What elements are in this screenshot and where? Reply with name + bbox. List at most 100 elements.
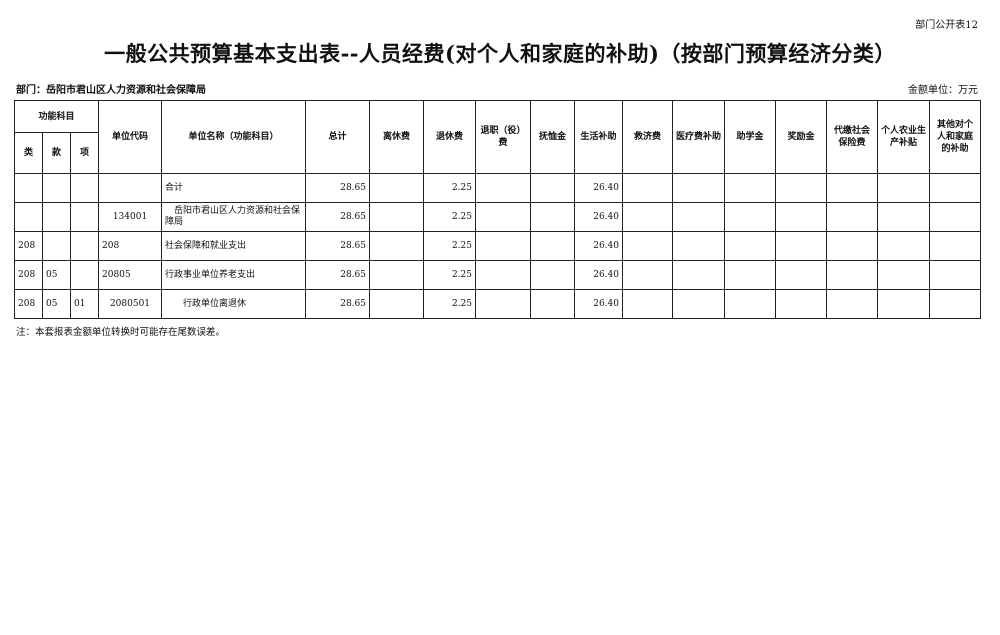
cell-xiang bbox=[70, 202, 99, 232]
cell-empty bbox=[826, 289, 878, 319]
cell-total: 28.65 bbox=[305, 231, 370, 261]
cell-empty bbox=[929, 289, 981, 319]
table-number-label: 部门公开表12 bbox=[915, 20, 978, 31]
cell-empty bbox=[775, 202, 827, 232]
header-col: 退休费 bbox=[423, 100, 476, 174]
cell-empty bbox=[877, 173, 930, 203]
cell-kuan: 05 bbox=[42, 260, 71, 290]
cell-empty bbox=[530, 173, 575, 203]
cell-code bbox=[98, 173, 162, 203]
cell-empty bbox=[369, 289, 424, 319]
header-xiang: 项 bbox=[70, 132, 99, 174]
cell-empty bbox=[475, 260, 531, 290]
cell-living: 26.40 bbox=[574, 202, 623, 232]
cell-empty bbox=[672, 289, 725, 319]
header-col: 离休费 bbox=[369, 100, 424, 174]
header-kuan: 款 bbox=[42, 132, 71, 174]
cell-empty bbox=[672, 173, 725, 203]
cell-empty bbox=[475, 289, 531, 319]
cell-code: 134001 bbox=[98, 202, 162, 232]
cell-empty bbox=[369, 231, 424, 261]
cell-code: 20805 bbox=[98, 260, 162, 290]
cell-code: 208 bbox=[98, 231, 162, 261]
cell-empty bbox=[775, 173, 827, 203]
cell-empty bbox=[724, 202, 776, 232]
cell-retire: 2.25 bbox=[423, 260, 476, 290]
cell-empty bbox=[672, 202, 725, 232]
header-col: 生活补助 bbox=[574, 100, 623, 174]
table-row: 208 05 20805 行政事业单位养老支出 28.65 2.25 26.40 bbox=[14, 260, 981, 290]
cell-empty bbox=[622, 202, 673, 232]
table-row: 208 208 社会保障和就业支出 28.65 2.25 26.40 bbox=[14, 231, 981, 261]
cell-empty bbox=[530, 260, 575, 290]
cell-empty bbox=[369, 173, 424, 203]
cell-total: 28.65 bbox=[305, 289, 370, 319]
cell-empty bbox=[877, 231, 930, 261]
cell-lei: 208 bbox=[14, 289, 43, 319]
table-row: 合计 28.65 2.25 26.40 bbox=[14, 173, 981, 203]
header-col: 助学金 bbox=[724, 100, 776, 174]
header-col: 代缴社会保险费 bbox=[826, 100, 878, 174]
cell-empty bbox=[826, 173, 878, 203]
header-col: 奖励金 bbox=[775, 100, 827, 174]
cell-empty bbox=[724, 260, 776, 290]
expenditure-table: 功能科目 单位代码 单位名称（功能科目） 总计 离休费 退休费 退职（役）费 抚… bbox=[14, 100, 981, 319]
cell-empty bbox=[530, 289, 575, 319]
cell-lei: 208 bbox=[14, 231, 43, 261]
header-col: 医疗费补助 bbox=[672, 100, 725, 174]
cell-xiang bbox=[70, 173, 99, 203]
header-function-subject: 功能科目 bbox=[14, 100, 99, 133]
cell-name: 合计 bbox=[161, 173, 306, 203]
cell-empty bbox=[672, 231, 725, 261]
header-unit-name: 单位名称（功能科目） bbox=[161, 100, 306, 174]
cell-name: 行政单位离退休 bbox=[161, 289, 306, 319]
cell-name: 行政事业单位养老支出 bbox=[161, 260, 306, 290]
cell-empty bbox=[622, 260, 673, 290]
cell-empty bbox=[775, 260, 827, 290]
table-row: 208 05 01 2080501 行政单位离退休 28.65 2.25 26.40 bbox=[14, 289, 981, 319]
cell-xiang bbox=[70, 260, 99, 290]
cell-empty bbox=[929, 202, 981, 232]
cell-kuan bbox=[42, 173, 71, 203]
cell-xiang bbox=[70, 231, 99, 261]
cell-empty bbox=[622, 231, 673, 261]
cell-empty bbox=[929, 173, 981, 203]
cell-empty bbox=[530, 231, 575, 261]
header-unit-code: 单位代码 bbox=[98, 100, 162, 174]
cell-living: 26.40 bbox=[574, 260, 623, 290]
cell-kuan bbox=[42, 231, 71, 261]
cell-empty bbox=[826, 260, 878, 290]
cell-empty bbox=[929, 260, 981, 290]
header-col: 救济费 bbox=[622, 100, 673, 174]
cell-empty bbox=[877, 260, 930, 290]
cell-living: 26.40 bbox=[574, 173, 623, 203]
header-col: 抚恤金 bbox=[530, 100, 575, 174]
page-title: 一般公共预算基本支出表--人员经费(对个人和家庭的补助)（按部门预算经济分类） bbox=[104, 41, 896, 66]
cell-code: 2080501 bbox=[98, 289, 162, 319]
cell-empty bbox=[622, 289, 673, 319]
cell-empty bbox=[475, 202, 531, 232]
footnote: 注：本套报表金额单位转换时可能存在尾数误差。 bbox=[16, 327, 226, 338]
table-row: 134001 岳阳市君山区人力资源和社会保障局 28.65 2.25 26.40 bbox=[14, 202, 981, 232]
cell-empty bbox=[530, 202, 575, 232]
cell-retire: 2.25 bbox=[423, 231, 476, 261]
cell-total: 28.65 bbox=[305, 173, 370, 203]
unit-label: 金额单位：万元 bbox=[908, 85, 978, 96]
cell-lei bbox=[14, 173, 43, 203]
cell-empty bbox=[826, 202, 878, 232]
cell-empty bbox=[877, 202, 930, 232]
cell-name: 社会保障和就业支出 bbox=[161, 231, 306, 261]
cell-empty bbox=[369, 260, 424, 290]
cell-retire: 2.25 bbox=[423, 289, 476, 319]
department-label: 部门：岳阳市君山区人力资源和社会保障局 bbox=[16, 85, 206, 96]
cell-empty bbox=[877, 289, 930, 319]
header-col: 个人农业生产补贴 bbox=[877, 100, 930, 174]
cell-living: 26.40 bbox=[574, 289, 623, 319]
header-col: 其他对个人和家庭的补助 bbox=[929, 100, 981, 174]
header-lei: 类 bbox=[14, 132, 43, 174]
cell-empty bbox=[929, 231, 981, 261]
cell-empty bbox=[475, 173, 531, 203]
cell-empty bbox=[775, 289, 827, 319]
cell-lei bbox=[14, 202, 43, 232]
cell-empty bbox=[622, 173, 673, 203]
